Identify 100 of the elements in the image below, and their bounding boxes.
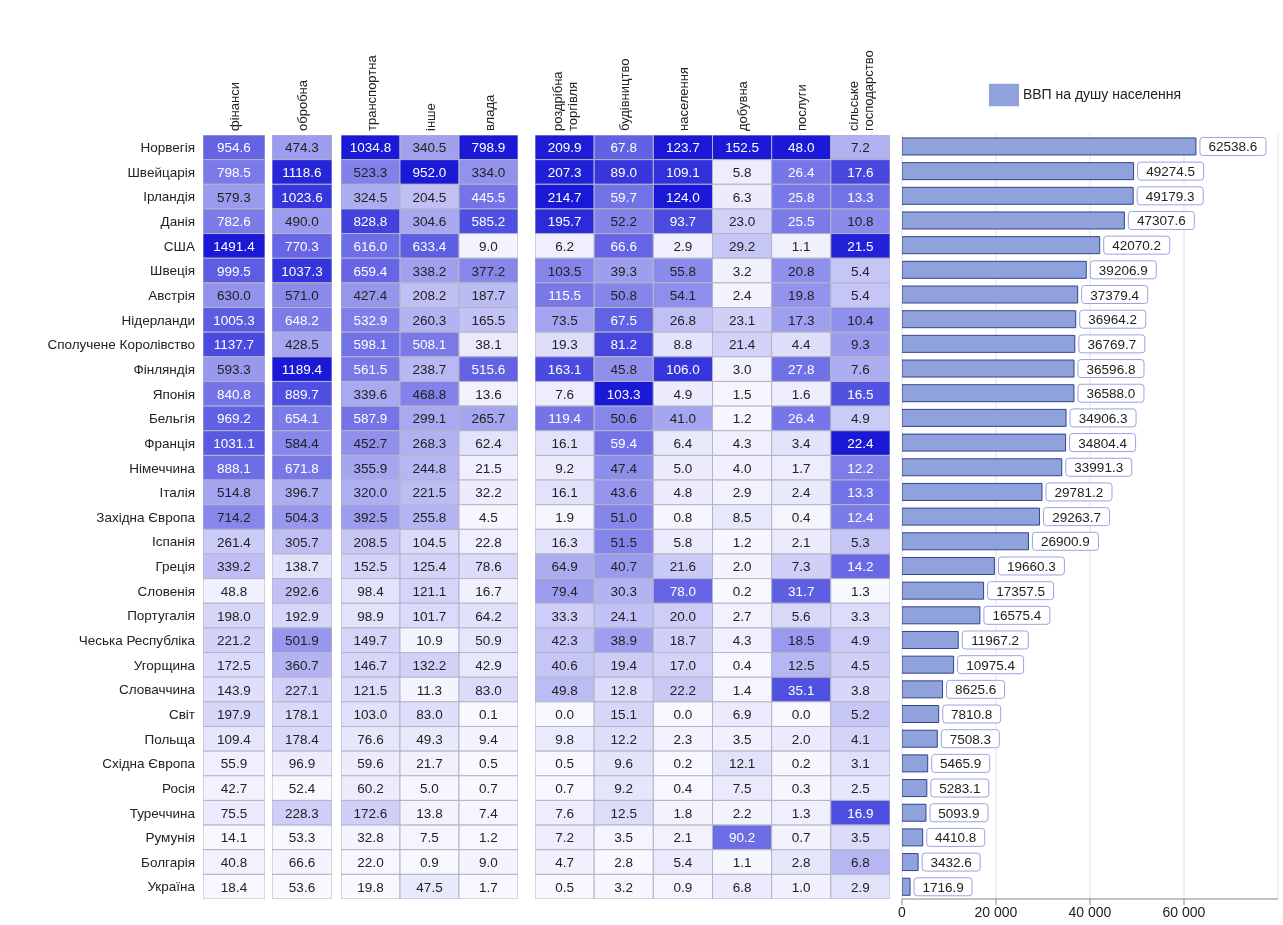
data-label: 197.9 <box>217 707 251 723</box>
data-label: 30.3 <box>610 583 637 599</box>
data-label: 0.4 <box>791 510 812 525</box>
data-label: 12.1 <box>728 756 756 772</box>
x-tick-label: обробна <box>295 79 310 131</box>
data-label: 26900.9 <box>1041 534 1090 550</box>
data-label: 585.2 <box>471 214 506 230</box>
data-label: 305.7 <box>285 534 319 550</box>
data-label: 5.3 <box>851 534 870 550</box>
data-label: 17.3 <box>788 312 815 328</box>
y-tick-label: Східна Європа <box>102 756 196 772</box>
data-label: 98.4 <box>357 583 385 599</box>
data-label: 5093.9 <box>938 805 980 821</box>
data-label: 265.7 <box>471 411 506 427</box>
data-label: 21.6 <box>669 559 697 575</box>
data-label: 17357.5 <box>996 583 1045 599</box>
data-label: 1118.6 <box>282 164 322 180</box>
data-label: 18.5 <box>788 633 815 649</box>
data-label: 52.2 <box>610 214 637 230</box>
data-label: 0.3 <box>791 781 811 797</box>
data-label: 5.0 <box>673 460 693 476</box>
data-label: 16.7 <box>475 583 502 599</box>
y-tick-label: Сполучене Королівство <box>47 337 195 353</box>
data-label: 62.4 <box>475 436 503 452</box>
data-label: 66.6 <box>288 855 316 871</box>
data-label: 1491.4 <box>213 238 256 254</box>
data-label: 4.0 <box>732 460 752 476</box>
data-label: 299.1 <box>412 411 447 427</box>
data-label: 4.9 <box>851 633 870 649</box>
data-label: 2.1 <box>791 534 811 550</box>
data-label: 19.8 <box>357 879 384 895</box>
data-label: 2.8 <box>614 855 634 871</box>
data-label: 143.9 <box>217 682 251 698</box>
data-label: 103.3 <box>606 386 641 402</box>
data-label: 20.0 <box>669 608 697 624</box>
data-label: 5.2 <box>851 707 870 723</box>
data-label: 338.2 <box>412 263 447 279</box>
data-label: 34804.4 <box>1078 435 1128 451</box>
data-label: 2.9 <box>851 879 870 895</box>
data-label: 340.5 <box>412 140 447 156</box>
data-label: 40.6 <box>551 657 578 673</box>
data-label: 244.8 <box>412 460 447 476</box>
data-label: 64.9 <box>551 559 578 575</box>
data-label: 17.6 <box>847 164 874 180</box>
data-label: 43.6 <box>610 485 637 501</box>
data-label: 969.2 <box>217 411 251 427</box>
data-label: 132.2 <box>412 657 447 673</box>
data-label: 81.2 <box>610 337 637 353</box>
data-label: 19.8 <box>788 288 815 304</box>
data-label: 228.3 <box>285 805 319 821</box>
data-label: 4.5 <box>851 657 870 673</box>
data-label: 5.0 <box>420 781 439 797</box>
data-label: 178.1 <box>285 707 319 723</box>
data-label: 445.5 <box>471 189 506 205</box>
data-label: 53.3 <box>288 830 316 846</box>
data-label: 6.3 <box>732 189 752 205</box>
y-tick-label: Західна Європа <box>96 509 196 525</box>
y-tick-label: Словаччина <box>118 682 196 698</box>
data-label: 1.1 <box>791 238 811 254</box>
data-label: 47307.6 <box>1136 213 1186 229</box>
data-label: 227.1 <box>285 682 319 698</box>
data-label: 3.3 <box>851 608 870 624</box>
y-tick-label: Нідерланди <box>121 312 195 328</box>
y-tick-label: Франція <box>144 435 195 451</box>
data-label: 396.7 <box>285 485 319 501</box>
data-label: 31.7 <box>788 583 815 599</box>
data-label: 0.9 <box>420 855 439 871</box>
data-label: 115.5 <box>548 288 581 304</box>
data-label: 355.9 <box>353 460 388 476</box>
data-label: 14.2 <box>847 559 874 575</box>
data-label: 47.4 <box>610 460 638 476</box>
data-label: 4.9 <box>851 411 870 427</box>
data-label: 172.5 <box>217 657 251 673</box>
data-label: 0.8 <box>673 510 693 525</box>
data-label: 16575.4 <box>992 608 1042 624</box>
data-label: 579.3 <box>217 189 251 205</box>
data-label: 23.0 <box>728 214 756 230</box>
data-label: 320.0 <box>353 485 388 501</box>
data-label: 66.6 <box>610 238 637 254</box>
data-label: 888.1 <box>217 460 251 476</box>
data-label: 101.7 <box>412 608 447 624</box>
x-tick-label: влада <box>481 93 497 131</box>
data-label: 782.6 <box>217 214 251 230</box>
data-label: 26.8 <box>669 312 697 328</box>
y-tick-label: Німеччина <box>129 460 196 476</box>
data-label: 146.7 <box>353 657 388 673</box>
data-label: 999.5 <box>217 263 251 279</box>
data-label: 508.1 <box>412 337 447 353</box>
data-label: 36769.7 <box>1087 336 1137 352</box>
data-label: 490.0 <box>285 214 319 230</box>
data-label: 45.8 <box>610 362 637 378</box>
data-label: 4.3 <box>732 633 752 649</box>
y-tick-label: Швейцарія <box>127 164 195 180</box>
data-label: 12.2 <box>610 731 637 747</box>
data-label: 3.4 <box>791 436 812 452</box>
data-label: 377.2 <box>471 263 506 279</box>
data-label: 152.5 <box>725 140 759 156</box>
data-label: 24.1 <box>610 608 637 624</box>
data-label: 55.9 <box>220 756 248 772</box>
data-label: 0.9 <box>673 879 693 895</box>
